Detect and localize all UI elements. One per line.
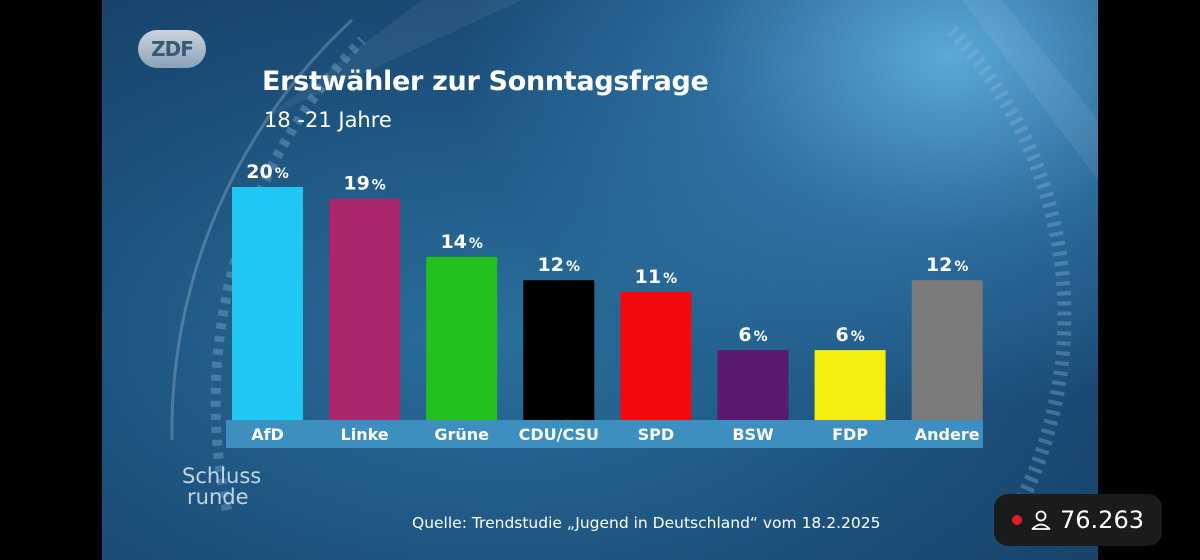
show-logo-line1: Schluss [182,464,262,488]
bar-cdu-csu [523,280,595,420]
bar-value-label: 6% [738,324,767,346]
bar-grüne [426,256,498,420]
broadcast-frame: ZDF Erstwähler zur Sonntagsfrage 18 -21 … [102,0,1098,560]
source-note: Quelle: Trendstudie „Jugend in Deutschla… [412,514,881,532]
category-label: SPD [638,425,675,444]
bar-fdp [814,350,886,420]
chart-title: Erstwähler zur Sonntagsfrage [262,66,709,97]
bar-spd [620,291,692,420]
bar-value-label: 19% [343,173,385,195]
person-icon [1031,510,1051,530]
category-label: Grüne [434,425,489,444]
category-label: FDP [832,425,868,444]
bar-afd [232,187,303,420]
bar-value-label: 12% [926,254,968,276]
bar-value-label: 11% [635,266,677,288]
background-decoration [170,0,1098,512]
bar-value-label: 6% [835,324,864,346]
bar-bsw [717,350,789,420]
bar-value-label: 14% [440,231,482,253]
category-label: BSW [732,425,774,444]
viewer-count-pill[interactable]: 76.263 [994,494,1162,546]
category-label: CDU/CSU [519,425,599,444]
bar-andere [911,280,983,420]
zdf-logo: ZDF [138,30,206,68]
live-indicator-icon [1012,515,1022,525]
category-label: Andere [915,425,980,444]
bar-value-label: 12% [538,254,580,276]
viewer-count: 76.263 [1060,506,1144,534]
chart-subtitle: 18 -21 Jahre [264,108,392,132]
show-logo-line2: runde [187,485,249,509]
category-label: AfD [251,425,284,444]
category-label-band [226,420,983,448]
bar-linke [329,198,401,420]
bar-value-label: 20% [246,161,288,183]
category-label: Linke [341,425,389,444]
bar-chart: 20 % AfD 19 % Linke 14 % Grüne 12 % CDU/CSU 11 % SPD 6%… [226,161,983,448]
show-logo: Schluss runde [182,466,261,508]
